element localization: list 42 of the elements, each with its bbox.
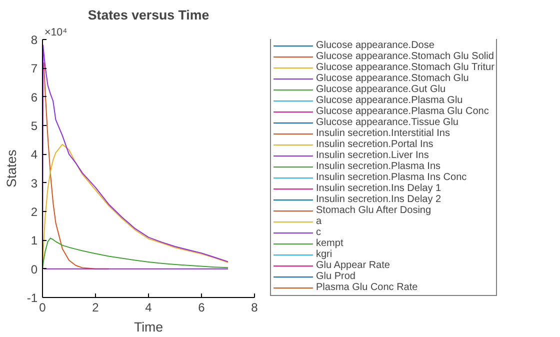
legend-label: Insulin secretion.Interstitial Ins <box>316 128 450 139</box>
legend-label: Glucose appearance.Plasma Glu <box>316 95 463 106</box>
legend-label: Plasma Glu Conc Rate <box>316 282 418 293</box>
text: ×10⁴ <box>44 26 68 38</box>
legend-label: Glucose appearance.Tissue Glu <box>316 117 458 128</box>
y-tick-label: 5 <box>30 119 38 133</box>
y-axis-title: States <box>4 149 19 188</box>
y-tick-label: 6 <box>30 90 38 104</box>
x-tick-label: 4 <box>145 300 152 314</box>
y-tick-label: 3 <box>30 176 38 190</box>
x-tick-label: 2 <box>92 300 100 314</box>
chart-title: States versus Time <box>88 8 210 22</box>
y-tick-label: 8 <box>30 33 38 47</box>
legend-label: Glu Prod <box>316 271 356 282</box>
y-tick-label: 4 <box>30 148 38 162</box>
legend-label: Insulin secretion.Plasma Ins <box>316 161 441 172</box>
legend-label: kempt <box>316 238 344 249</box>
x-tick-label: 0 <box>39 300 46 314</box>
legend-label: Glucose appearance.Plasma Glu Conc <box>316 106 489 117</box>
legend-label: c <box>316 227 322 238</box>
x-tick-label: 8 <box>251 300 258 314</box>
legend-label: Glucose appearance.Stomach Glu Tritur <box>316 62 494 73</box>
legend-label: Glucose appearance.Stomach Glu Solid <box>316 51 494 62</box>
y-tick-label: -1 <box>26 291 38 305</box>
y-tick-label: 7 <box>30 62 38 76</box>
x-axis-title: Time <box>134 320 164 334</box>
legend-label: Glucose appearance.Gut Glu <box>316 84 446 95</box>
legend-label: Insulin secretion.Ins Delay 1 <box>316 183 442 194</box>
y-tick-label: 2 <box>30 205 38 219</box>
legend-label: Insulin secretion.Plasma Ins Conc <box>316 172 467 183</box>
legend-label: Glu Appear Rate <box>316 260 390 271</box>
legend-label: Stomach Glu After Dosing <box>316 205 432 216</box>
x-tick-label: 6 <box>198 300 206 314</box>
legend-label: kgri <box>316 249 334 260</box>
legend-label: a <box>316 216 323 227</box>
legend-label: Glucose appearance.Dose <box>316 40 434 51</box>
legend-label: Insulin secretion.Portal Ins <box>316 139 434 150</box>
legend-label: Insulin secretion.Ins Delay 2 <box>316 194 442 205</box>
legend-label: Insulin secretion.Liver Ins <box>316 150 429 161</box>
legend-label: Glucose appearance.Stomach Glu <box>316 73 469 84</box>
y-tick-label: 1 <box>30 234 38 248</box>
y-tick-label: 0 <box>30 262 38 276</box>
